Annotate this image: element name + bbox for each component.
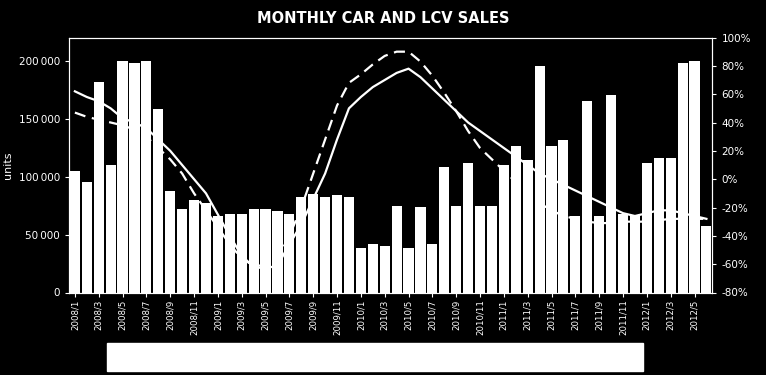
Bar (475, 206, 485, 292)
Bar (380, 246, 390, 292)
Bar (678, 63, 688, 292)
Bar (404, 249, 414, 292)
Bar (273, 211, 283, 292)
Bar (666, 158, 676, 292)
Bar (355, 249, 366, 292)
Bar (177, 209, 187, 292)
Bar (224, 214, 235, 292)
Bar (618, 214, 628, 292)
Bar (320, 198, 330, 292)
Bar (427, 244, 437, 292)
Bar (296, 198, 306, 292)
Bar (511, 147, 521, 292)
Bar (129, 63, 139, 292)
Bar (487, 206, 497, 292)
Bar (284, 214, 294, 292)
Bar (630, 216, 640, 292)
Bar (237, 214, 247, 292)
Bar (522, 160, 533, 292)
Bar (535, 66, 545, 292)
Bar (248, 209, 259, 292)
Bar (70, 171, 80, 292)
Bar (82, 182, 92, 292)
Bar (582, 101, 592, 292)
Bar (546, 147, 557, 292)
Bar (415, 207, 426, 292)
Bar (594, 216, 604, 292)
Bar (165, 190, 175, 292)
Bar (93, 81, 103, 292)
Bar (201, 203, 211, 292)
Bar (653, 158, 664, 292)
Bar (463, 163, 473, 292)
Bar (702, 226, 712, 292)
Bar (117, 61, 128, 292)
Bar (606, 96, 616, 292)
Bar (439, 167, 450, 292)
Bar (213, 216, 223, 292)
Bar (260, 209, 270, 292)
Bar (153, 110, 163, 292)
Bar (344, 198, 354, 292)
Bar (332, 195, 342, 292)
Bar (451, 206, 461, 292)
Bar (391, 206, 401, 292)
Bar (308, 194, 319, 292)
Bar (106, 165, 116, 292)
Bar (642, 163, 652, 292)
Bar (558, 140, 568, 292)
Bar (189, 200, 199, 292)
Bar (499, 165, 509, 292)
Bar (689, 61, 699, 292)
Y-axis label: units: units (3, 151, 13, 179)
Bar (368, 244, 378, 292)
Bar (141, 61, 152, 292)
Bar (570, 216, 581, 292)
Text: MONTHLY CAR AND LCV SALES: MONTHLY CAR AND LCV SALES (257, 11, 509, 26)
